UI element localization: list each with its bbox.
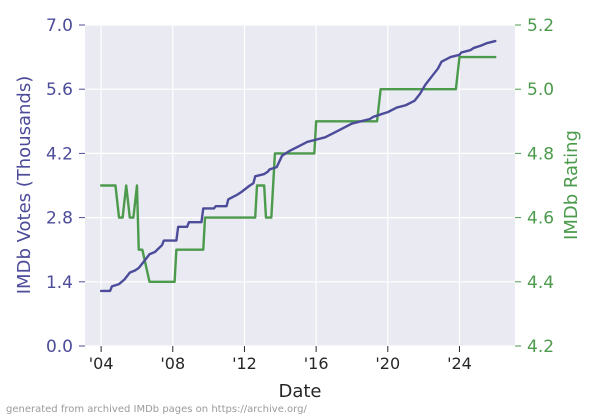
left-axis-label: IMDb Votes (Thousands) [14,76,35,295]
right-tick-label: 4.2 [527,337,554,357]
x-axis-label: Date [278,381,321,402]
right-axis-ticks: 4.2 4.4 4.6 4.8 5.0 5.2 [515,16,554,357]
right-tick-label: 4.8 [527,144,554,164]
x-tick-label: '20 [375,354,400,373]
left-tick-label: 4.2 [46,144,73,164]
x-tick-label: '24 [447,354,472,373]
x-gridlines [100,25,461,346]
x-axis-ticks: '04 '08 '12 '16 '20 '24 [89,346,472,373]
right-tick-label: 5.2 [527,16,554,36]
right-tick-label: 4.6 [527,209,554,229]
series-layer [99,39,497,293]
votes-line [99,39,497,293]
left-tick-label: 0.0 [46,337,73,357]
right-tick-label: 5.0 [527,80,554,100]
right-axis-label: IMDb Rating [561,130,582,240]
x-tick-label: '04 [89,354,114,373]
y-gridlines [85,24,515,347]
left-tick-label: 2.8 [46,209,73,229]
x-tick-label: '16 [304,354,329,373]
right-tick-label: 4.4 [527,273,554,293]
rating-line [99,55,497,283]
x-tick-label: '12 [232,354,257,373]
x-tick-label: '08 [160,354,185,373]
source-footnote: generated from archived IMDb pages on ht… [6,404,307,415]
left-tick-label: 7.0 [46,16,73,36]
plot-background [85,25,515,346]
left-axis-ticks: 0.0 1.4 2.8 4.2 5.6 7.0 [46,16,85,357]
left-tick-label: 5.6 [46,80,73,100]
left-tick-label: 1.4 [46,273,73,293]
